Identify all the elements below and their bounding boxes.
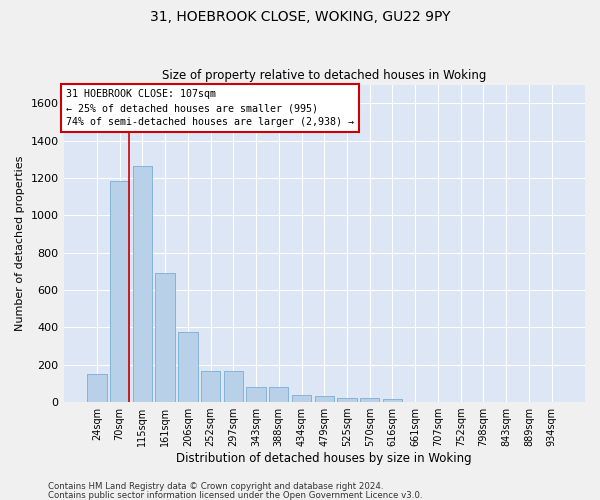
Text: 31 HOEBROOK CLOSE: 107sqm
← 25% of detached houses are smaller (995)
74% of semi: 31 HOEBROOK CLOSE: 107sqm ← 25% of detac… xyxy=(66,90,354,128)
Text: Contains HM Land Registry data © Crown copyright and database right 2024.: Contains HM Land Registry data © Crown c… xyxy=(48,482,383,491)
Title: Size of property relative to detached houses in Woking: Size of property relative to detached ho… xyxy=(162,69,487,82)
Bar xyxy=(269,387,289,402)
Bar xyxy=(383,400,402,402)
Text: Contains public sector information licensed under the Open Government Licence v3: Contains public sector information licen… xyxy=(48,490,422,500)
Bar xyxy=(87,374,107,402)
Bar xyxy=(224,370,243,402)
Bar xyxy=(110,180,130,402)
Bar xyxy=(133,166,152,402)
Bar xyxy=(155,273,175,402)
Bar xyxy=(337,398,356,402)
Bar xyxy=(314,396,334,402)
Text: 31, HOEBROOK CLOSE, WOKING, GU22 9PY: 31, HOEBROOK CLOSE, WOKING, GU22 9PY xyxy=(150,10,450,24)
X-axis label: Distribution of detached houses by size in Woking: Distribution of detached houses by size … xyxy=(176,452,472,465)
Bar xyxy=(292,395,311,402)
Bar xyxy=(247,387,266,402)
Y-axis label: Number of detached properties: Number of detached properties xyxy=(15,156,25,331)
Bar xyxy=(360,398,379,402)
Bar xyxy=(178,332,197,402)
Bar xyxy=(201,370,220,402)
